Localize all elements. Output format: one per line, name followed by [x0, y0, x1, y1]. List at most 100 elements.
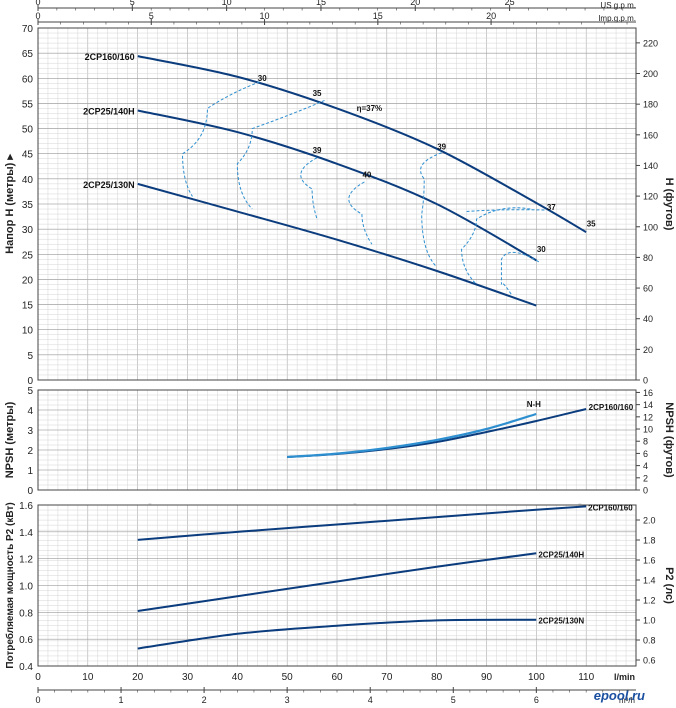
lmin-tick-label: 0 [35, 672, 41, 683]
efficiency-iso-line [461, 207, 531, 285]
imp-gpm-tick-label: 0 [35, 11, 40, 21]
y2-tick-label: 40 [643, 314, 653, 324]
y-tick-label: 70 [22, 24, 34, 35]
series-line-2cp25-130n [137, 618, 537, 650]
y2-tick-label: 100 [643, 222, 658, 232]
efficiency-label: 30 [258, 74, 267, 83]
y2-tick-label: 1.2 [643, 596, 656, 606]
y-axis-title: Потребляемая мощность P2 (кВт) [4, 502, 16, 668]
us-gpm-tick-label: 25 [505, 0, 515, 7]
y2-tick-label: 0.6 [643, 656, 656, 666]
y2-tick-label: 12 [643, 412, 653, 422]
y2-axis-title: NPSH (футов) [663, 402, 675, 478]
y-tick-label: 1.4 [19, 528, 33, 539]
y-tick-label: 60 [22, 74, 34, 85]
y-tick-label: 35 [22, 200, 34, 211]
y-axis-title: NPSH (метры) [4, 401, 16, 478]
efficiency-eta-label: η=37% [357, 104, 383, 113]
y-tick-label: 10 [22, 326, 34, 337]
y-tick-label: 1.0 [19, 582, 33, 593]
panel-power: 0.4 0.6 0.8 1.0 1.2 1.4 1.6 0.6 0.8 1.0 1.2 1.4 1.6 1… [4, 501, 675, 673]
series-label: 2CP25/140H [83, 106, 135, 116]
y2-tick-label: 220 [643, 38, 658, 48]
y-tick-label: 1.2 [19, 555, 33, 566]
y-tick-label: 20 [22, 275, 34, 286]
efficiency-iso-line [500, 251, 540, 295]
y-tick-label: 0 [27, 486, 33, 497]
y2-tick-label: 80 [643, 253, 653, 263]
y2-tick-label: 4 [643, 461, 648, 471]
efficiency-iso-line [348, 181, 373, 245]
y-tick-label: 30 [22, 225, 34, 236]
y2-tick-label: 20 [643, 345, 653, 355]
lmin-tick-label: 10 [82, 672, 94, 683]
series-label: 2CP25/140H [538, 550, 584, 559]
y2-tick-label: 16 [643, 388, 653, 398]
efficiency-iso-line [300, 157, 318, 220]
efficiency-iso-line [466, 209, 547, 213]
y2-axis-title: P2 (лс) [663, 567, 675, 604]
us-gpm-tick-label: 5 [130, 0, 135, 7]
y-tick-label: 3 [27, 426, 33, 437]
series-line-n-h [287, 412, 537, 459]
lmin-tick-label: 20 [132, 672, 144, 683]
efficiency-label: 30 [537, 245, 546, 254]
y2-tick-label: 160 [643, 130, 658, 140]
y2-tick-label: 1.4 [643, 576, 656, 586]
efficiency-iso-line [420, 152, 442, 268]
y2-tick-label: 120 [643, 192, 658, 202]
series-line-2cp25-140h [137, 552, 537, 612]
lmin-axis-label: l/min [614, 672, 635, 682]
series-line-2cp160-160 [137, 55, 587, 234]
series-label: 2CP160/160 [588, 503, 633, 512]
m3h-tick-label: 1 [119, 695, 124, 705]
y-tick-label: 55 [22, 99, 34, 110]
y2-tick-label: 0 [643, 486, 648, 496]
y-tick-label: 0.4 [19, 662, 33, 673]
m3h-axis-label: m³/h [619, 696, 635, 705]
m3h-tick-label: 6 [534, 695, 539, 705]
us-gpm-tick-label: 0 [35, 0, 40, 7]
series-label: 2CP160/160 [85, 52, 135, 62]
y2-tick-label: 180 [643, 100, 658, 110]
bottom-flow-axes: 0 10 20 30 40 50 60 70 80 90 100 110 l/min 0 1 2 3 4 5 6 m³/… [35, 672, 636, 705]
efficiency-iso-lines [182, 81, 547, 295]
imp-gpm-tick-label: 15 [373, 11, 383, 21]
y2-axis-title: H (футов) [663, 178, 675, 231]
efficiency-iso-line [236, 99, 325, 210]
y2-tick-label: 60 [643, 284, 653, 294]
y2-tick-label: 0.8 [643, 636, 656, 646]
imp-gpm-tick-label: 5 [149, 11, 154, 21]
y2-tick-label: 14 [643, 400, 653, 410]
us-gpm-axis-label: US g.p.m. [600, 1, 636, 10]
imp-gpm-tick-label: 20 [486, 11, 496, 21]
lmin-tick-label: 70 [381, 672, 393, 683]
y2-tick-label: 1.8 [643, 536, 656, 546]
lmin-tick-label: 80 [431, 672, 443, 683]
y-tick-label: 40 [22, 175, 34, 186]
y2-tick-label: 2 [643, 473, 648, 483]
epool-logo: epool.ru [594, 688, 645, 703]
series-line-2cp160-160 [137, 505, 587, 541]
m3h-tick-label: 2 [202, 695, 207, 705]
y-axis-title: Напор H (метры) ▸ [4, 154, 16, 254]
efficiency-label: 39 [313, 146, 322, 155]
efficiency-iso-line [182, 81, 260, 197]
y-tick-label: 15 [22, 301, 34, 312]
m3h-tick-label: 3 [285, 695, 290, 705]
y2-tick-label: 0 [643, 376, 648, 386]
efficiency-label: 37 [547, 203, 556, 212]
y2-tick-label: 8 [643, 437, 648, 447]
lmin-tick-label: 60 [331, 672, 343, 683]
y-tick-label: 5 [27, 386, 33, 397]
y2-tick-label: 10 [643, 425, 653, 435]
y-tick-label: 65 [22, 49, 34, 60]
y-tick-label: 2 [27, 446, 33, 457]
series-line-2cp25-130n [137, 182, 537, 307]
y2-tick-label: 2.0 [643, 516, 656, 526]
imp-gpm-axis-label: Imp.g.p.m. [598, 14, 636, 23]
efficiency-label: 39 [437, 143, 446, 152]
y-tick-label: 5 [27, 351, 33, 362]
